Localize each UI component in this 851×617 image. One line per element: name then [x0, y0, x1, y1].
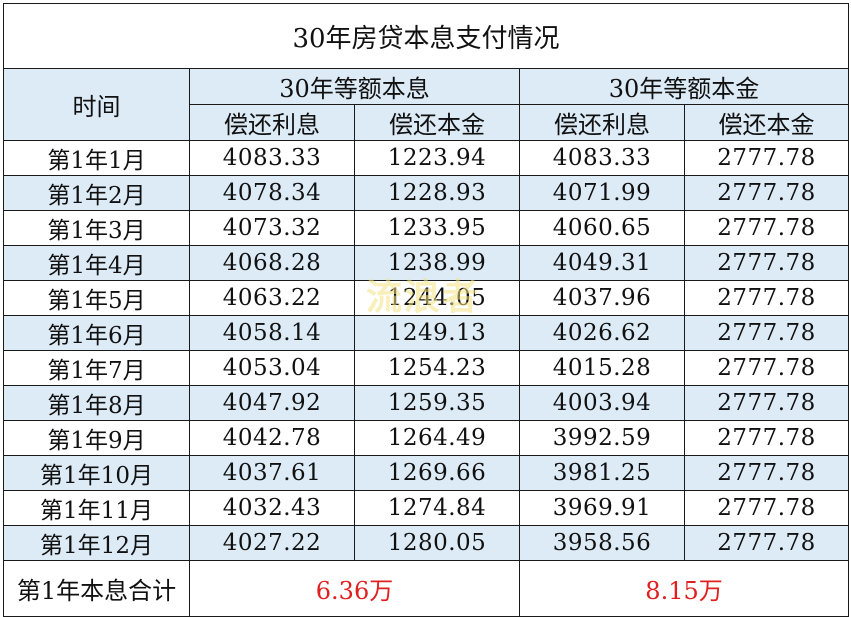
month-cell: 第1年9月	[3, 420, 190, 456]
ep-interest-cell: 3992.59	[519, 420, 685, 456]
table-row: 第1年8月 4047.92 1259.35 4003.94 2777.78	[3, 385, 850, 421]
ep-interest-cell: 4049.31	[519, 245, 685, 281]
ei-principal-cell: 1269.66	[354, 455, 520, 491]
ep-interest-cell: 3981.25	[519, 455, 685, 491]
table-row: 第1年6月 4058.14 1249.13 4026.62 2777.78	[3, 315, 850, 351]
ei-interest-cell: 4053.04	[189, 350, 355, 386]
month-cell: 第1年11月	[3, 490, 190, 526]
table-row: 第1年12月 4027.22 1280.05 3958.56 2777.78	[3, 525, 850, 561]
ep-principal-cell: 2777.78	[683, 455, 850, 491]
ep-interest-cell: 4015.28	[519, 350, 685, 386]
ep-principal-cell: 2777.78	[683, 420, 850, 456]
ei-principal-cell: 1223.94	[354, 140, 520, 176]
ei-principal-cell: 1238.99	[354, 245, 520, 281]
equal-installment-header: 30年等额本息	[189, 68, 520, 105]
table-row: 第1年7月 4053.04 1254.23 4015.28 2777.78	[3, 350, 850, 386]
ep-principal-cell: 2777.78	[683, 245, 850, 281]
ei-interest-cell: 4083.33	[189, 140, 355, 176]
ei-interest-cell: 4047.92	[189, 385, 355, 421]
ei-interest-cell: 4068.28	[189, 245, 355, 281]
month-cell: 第1年3月	[3, 210, 190, 246]
table-body: 30年房贷本息支付情况 时间 30年等额本息 30年等额本金 偿还利息 偿还本金…	[2, 3, 850, 617]
table-row: 第1年11月 4032.43 1274.84 3969.91 2777.78	[3, 490, 850, 526]
month-cell: 第1年1月	[3, 140, 190, 176]
month-cell: 第1年10月	[3, 455, 190, 491]
ei-interest-cell: 4037.61	[189, 455, 355, 491]
ep-interest-cell: 4083.33	[519, 140, 685, 176]
month-cell: 第1年5月	[3, 280, 190, 316]
table-row: 第1年2月 4078.34 1228.93 4071.99 2777.78	[3, 175, 850, 211]
table-row: 第1年3月 4073.32 1233.95 4060.65 2777.78	[3, 210, 850, 246]
mortgage-table: 30年房贷本息支付情况 时间 30年等额本息 30年等额本金 偿还利息 偿还本金…	[2, 3, 850, 617]
equal-principal-header: 30年等额本金	[518, 68, 850, 105]
ep-interest-cell: 4060.65	[519, 210, 685, 246]
ei-principal-cell: 1244.05	[354, 280, 520, 316]
ei-principal-header: 偿还本金	[354, 104, 520, 141]
ei-interest-cell: 4078.34	[189, 175, 355, 211]
ep-principal-cell: 2777.78	[683, 490, 850, 526]
total-equal-principal: 8.15万	[518, 560, 850, 617]
ei-principal-cell: 1254.23	[354, 350, 520, 386]
ei-interest-cell: 4042.78	[189, 420, 355, 456]
ei-interest-cell: 4032.43	[189, 490, 355, 526]
time-header: 时间	[3, 68, 190, 141]
total-row: 第1年本息合计 6.36万 8.15万	[3, 560, 850, 617]
ei-interest-cell: 4073.32	[189, 210, 355, 246]
ep-principal-cell: 2777.78	[683, 210, 850, 246]
ep-interest-header: 偿还利息	[519, 104, 685, 141]
ep-interest-cell: 4003.94	[519, 385, 685, 421]
ep-principal-header: 偿还本金	[683, 104, 850, 141]
ep-principal-cell: 2777.78	[683, 315, 850, 351]
ep-principal-cell: 2777.78	[683, 140, 850, 176]
ei-principal-cell: 1264.49	[354, 420, 520, 456]
ep-interest-cell: 3969.91	[519, 490, 685, 526]
ei-interest-cell: 4027.22	[189, 525, 355, 561]
ep-principal-cell: 2777.78	[683, 525, 850, 561]
month-cell: 第1年2月	[3, 175, 190, 211]
month-cell: 第1年4月	[3, 245, 190, 281]
ei-principal-cell: 1259.35	[354, 385, 520, 421]
table-row: 第1年5月 4063.22 1244.05 4037.96 2777.78	[3, 280, 850, 316]
ei-principal-cell: 1280.05	[354, 525, 520, 561]
ei-interest-header: 偿还利息	[189, 104, 355, 141]
table-row: 第1年9月 4042.78 1264.49 3992.59 2777.78	[3, 420, 850, 456]
total-label: 第1年本息合计	[3, 560, 190, 617]
ep-principal-cell: 2777.78	[683, 175, 850, 211]
table-row: 第1年1月 4083.33 1223.94 4083.33 2777.78	[3, 140, 850, 176]
ep-interest-cell: 4026.62	[519, 315, 685, 351]
ep-interest-cell: 4037.96	[519, 280, 685, 316]
ei-principal-cell: 1233.95	[354, 210, 520, 246]
ei-interest-cell: 4058.14	[189, 315, 355, 351]
ei-interest-cell: 4063.22	[189, 280, 355, 316]
ep-principal-cell: 2777.78	[683, 385, 850, 421]
ei-principal-cell: 1274.84	[354, 490, 520, 526]
month-cell: 第1年8月	[3, 385, 190, 421]
ep-principal-cell: 2777.78	[683, 350, 850, 386]
ei-principal-cell: 1228.93	[354, 175, 520, 211]
ep-interest-cell: 3958.56	[519, 525, 685, 561]
month-cell: 第1年6月	[3, 315, 190, 351]
table-row: 第1年10月 4037.61 1269.66 3981.25 2777.78	[3, 455, 850, 491]
month-cell: 第1年7月	[3, 350, 190, 386]
ep-principal-cell: 2777.78	[683, 280, 850, 316]
total-equal-installment: 6.36万	[189, 560, 520, 617]
table-row: 第1年4月 4068.28 1238.99 4049.31 2777.78	[3, 245, 850, 281]
table-title: 30年房贷本息支付情况	[2, 3, 850, 69]
ep-interest-cell: 4071.99	[519, 175, 685, 211]
ei-principal-cell: 1249.13	[354, 315, 520, 351]
month-cell: 第1年12月	[3, 525, 190, 561]
